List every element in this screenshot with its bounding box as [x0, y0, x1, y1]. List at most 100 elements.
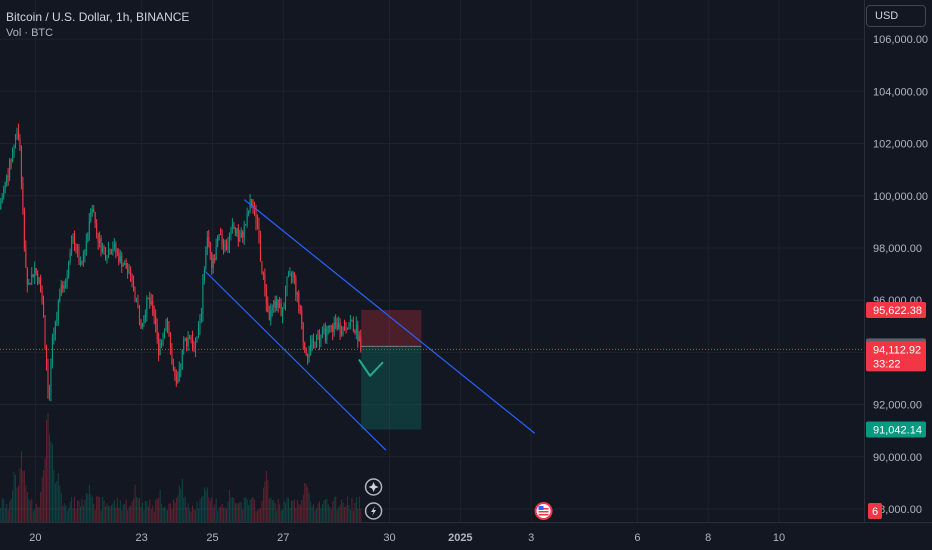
candle-body — [18, 131, 20, 138]
candle-body — [168, 328, 170, 334]
candle-body — [96, 222, 98, 233]
volume-bar — [242, 509, 244, 522]
volume-bar — [167, 510, 169, 522]
volume-bar — [138, 498, 140, 522]
volume-bar — [329, 506, 331, 522]
volume-bar — [277, 498, 279, 522]
volume-bar — [119, 500, 121, 522]
candle-body — [35, 268, 37, 274]
candle-body — [74, 236, 76, 247]
volume-bar — [110, 505, 112, 522]
volume-tag-label: 6 — [872, 506, 878, 518]
candle-body — [282, 309, 284, 316]
candle-body — [90, 212, 92, 222]
sparkle-glyph — [368, 482, 379, 492]
volume-bar — [81, 498, 83, 522]
short-position-tool[interactable] — [361, 310, 422, 430]
volume-bar — [0, 507, 2, 522]
channel-lower-line — [204, 271, 387, 451]
candle-body — [224, 244, 226, 251]
volume-bar — [90, 494, 92, 522]
volume-bar — [223, 507, 225, 522]
candle-body — [233, 223, 235, 229]
candle-body — [68, 262, 70, 276]
candle-body — [283, 303, 285, 310]
candle-body — [69, 252, 71, 263]
candle-body — [71, 243, 73, 253]
flag-event-icon[interactable] — [534, 502, 553, 520]
time-axis[interactable]: 20 23 25 27 30 2025 3 6 8 10 — [29, 532, 785, 544]
price-tick-label: 90,000.00 — [873, 452, 922, 464]
candle-body — [341, 332, 343, 335]
volume-bar — [342, 502, 344, 522]
volume-bar — [288, 498, 290, 522]
candle-body — [349, 320, 351, 324]
volume-bar — [339, 504, 341, 522]
candle-body — [20, 147, 22, 183]
volume-bar — [311, 506, 313, 522]
candle-body — [196, 337, 198, 339]
volume-bar — [274, 503, 276, 522]
candle-body — [16, 131, 18, 139]
volume-bar — [105, 506, 107, 522]
candle-body — [50, 363, 52, 393]
volume-bar — [236, 503, 238, 522]
volume-bar — [63, 502, 65, 522]
volume-bar — [122, 504, 124, 522]
candle-body — [66, 275, 68, 282]
candle-body — [43, 300, 45, 316]
candle-body — [202, 279, 204, 314]
candle-body — [109, 249, 111, 254]
volume-bar — [255, 511, 257, 522]
volume-bar — [352, 510, 354, 522]
arrow-drawing[interactable] — [358, 359, 384, 377]
candle-body — [195, 338, 197, 351]
candle-body — [290, 273, 292, 277]
parallel-channel[interactable] — [204, 199, 536, 451]
price-axis[interactable]: 88,000.0090,000.0092,000.0094,000.0096,0… — [873, 34, 928, 516]
candle-body — [189, 337, 191, 339]
candle-body — [248, 212, 250, 215]
volume-bar — [215, 498, 217, 522]
volume-bar — [66, 511, 68, 522]
volume-bar — [131, 501, 133, 522]
event-markers[interactable] — [364, 478, 553, 520]
candle-body — [267, 303, 269, 313]
candle-body — [12, 150, 14, 162]
volume-bar — [109, 506, 111, 522]
candle-body — [53, 334, 55, 339]
currency-button[interactable]: USD — [866, 5, 926, 27]
grid-lines — [0, 0, 932, 523]
volume-bar — [12, 490, 14, 522]
candle-body — [6, 175, 8, 183]
volume-bar — [237, 503, 239, 522]
candle-body — [209, 243, 211, 253]
volume-bar — [59, 485, 61, 522]
candle-body — [94, 211, 96, 223]
candle-body — [29, 282, 31, 284]
volume-bar — [22, 470, 24, 522]
volume-bar — [327, 504, 329, 522]
volume-bar — [268, 498, 270, 522]
volume-bar — [34, 509, 36, 522]
candle-body — [237, 228, 239, 242]
candle-body — [220, 234, 222, 236]
volume-bar — [146, 501, 148, 522]
candle-body — [9, 159, 11, 178]
candle-body — [193, 348, 195, 351]
lightning-event-icon[interactable] — [364, 502, 383, 520]
candle-body — [301, 310, 303, 324]
volume-bar — [271, 500, 273, 522]
candle-body — [234, 228, 236, 234]
candle-body — [311, 339, 313, 344]
volume-bar — [349, 509, 351, 522]
candle-body — [338, 323, 340, 329]
candle-body — [97, 232, 99, 243]
volume-bar — [94, 510, 96, 522]
sparkle-event-icon[interactable] — [364, 478, 383, 496]
lightning-glyph — [371, 506, 377, 516]
volume-bar — [28, 499, 30, 522]
volume-bar — [304, 483, 306, 522]
